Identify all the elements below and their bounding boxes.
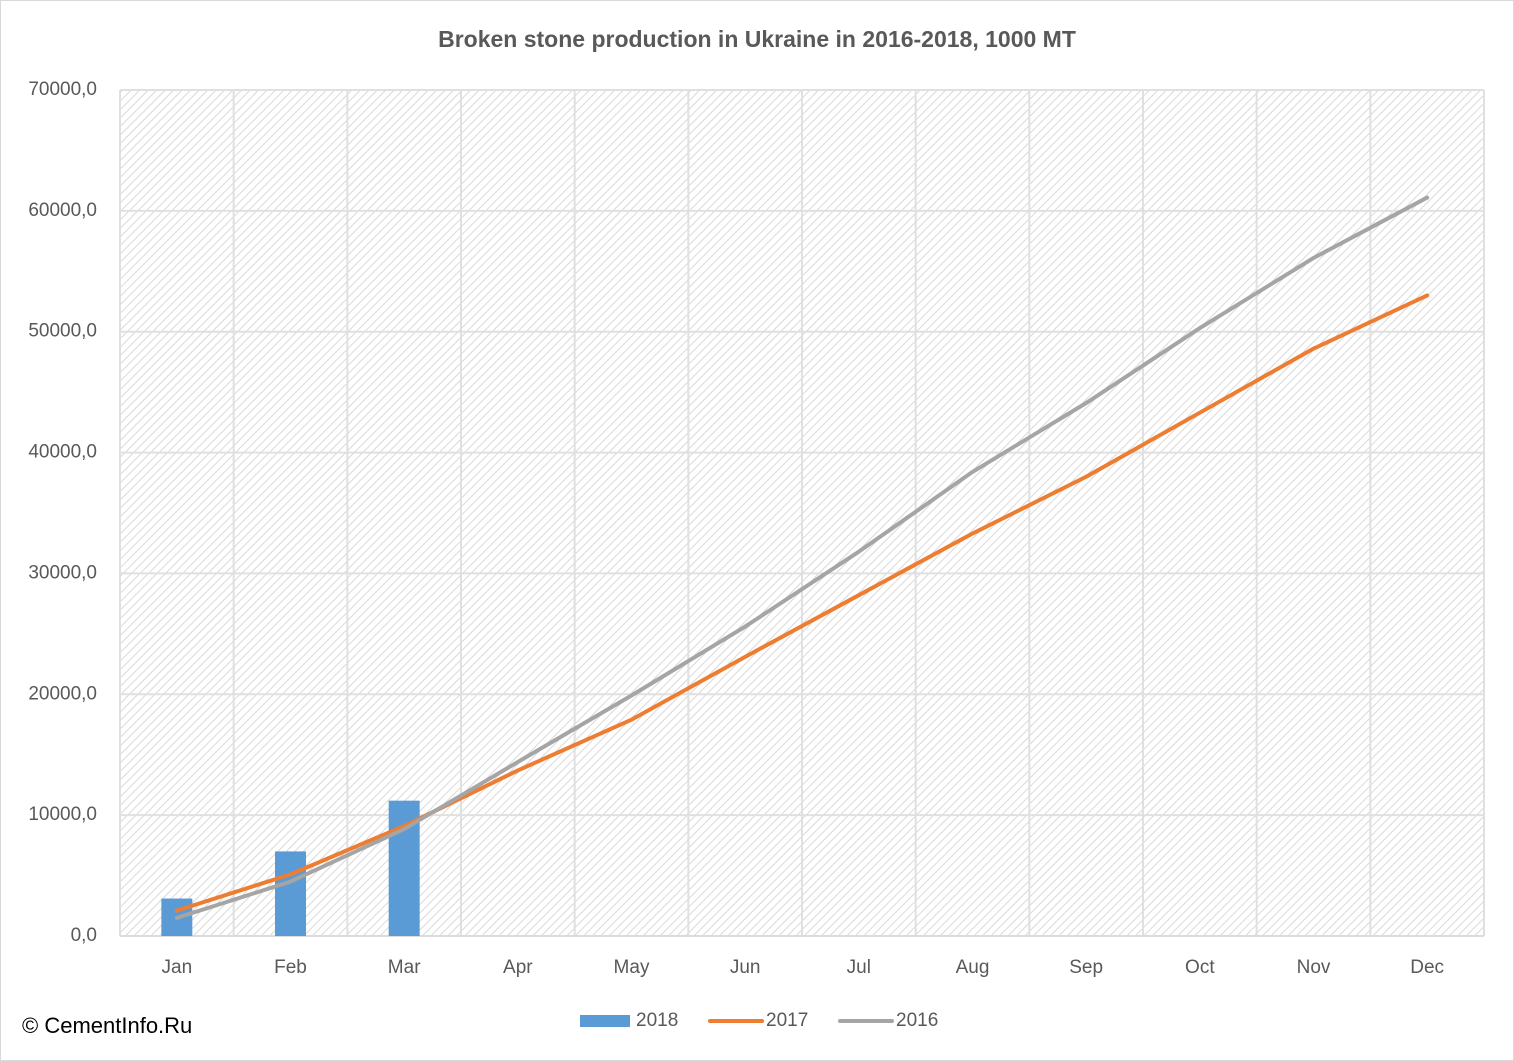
legend-swatch — [580, 1015, 630, 1027]
y-tick-label: 10000,0 — [28, 804, 97, 825]
x-tick-label: Aug — [956, 957, 990, 978]
bar — [275, 851, 306, 936]
legend-label: 2018 — [636, 1010, 678, 1031]
x-tick-label: Feb — [274, 957, 307, 978]
x-tick-label: Jan — [162, 957, 193, 978]
x-tick-label: Apr — [503, 957, 533, 978]
x-tick-label: Sep — [1069, 957, 1103, 978]
x-tick-label: Nov — [1297, 957, 1331, 978]
line — [174, 293, 1430, 913]
x-tick-label: May — [614, 957, 650, 978]
x-tick-label: Mar — [388, 957, 421, 978]
y-tick-label: 30000,0 — [28, 562, 97, 583]
y-tick-label: 0,0 — [71, 925, 97, 946]
y-tick-label: 70000,0 — [28, 79, 97, 100]
y-tick-label: 40000,0 — [28, 442, 97, 463]
source: © CementInfo.Ru — [22, 1013, 192, 1038]
x-tick-label: Jul — [847, 957, 871, 978]
legend-label: 2017 — [766, 1010, 808, 1031]
y-tick-label: 60000,0 — [28, 200, 97, 221]
y-tick-label: 20000,0 — [28, 683, 97, 704]
x-tick-label: Jun — [730, 957, 761, 978]
legend-label: 2016 — [896, 1010, 938, 1031]
chart-title: Broken stone production in Ukraine in 20… — [438, 26, 1076, 52]
x-tick-label: Oct — [1185, 957, 1215, 978]
x-tick-label: Dec — [1410, 957, 1444, 978]
y-tick-label: 50000,0 — [28, 321, 97, 342]
line — [174, 195, 1430, 920]
